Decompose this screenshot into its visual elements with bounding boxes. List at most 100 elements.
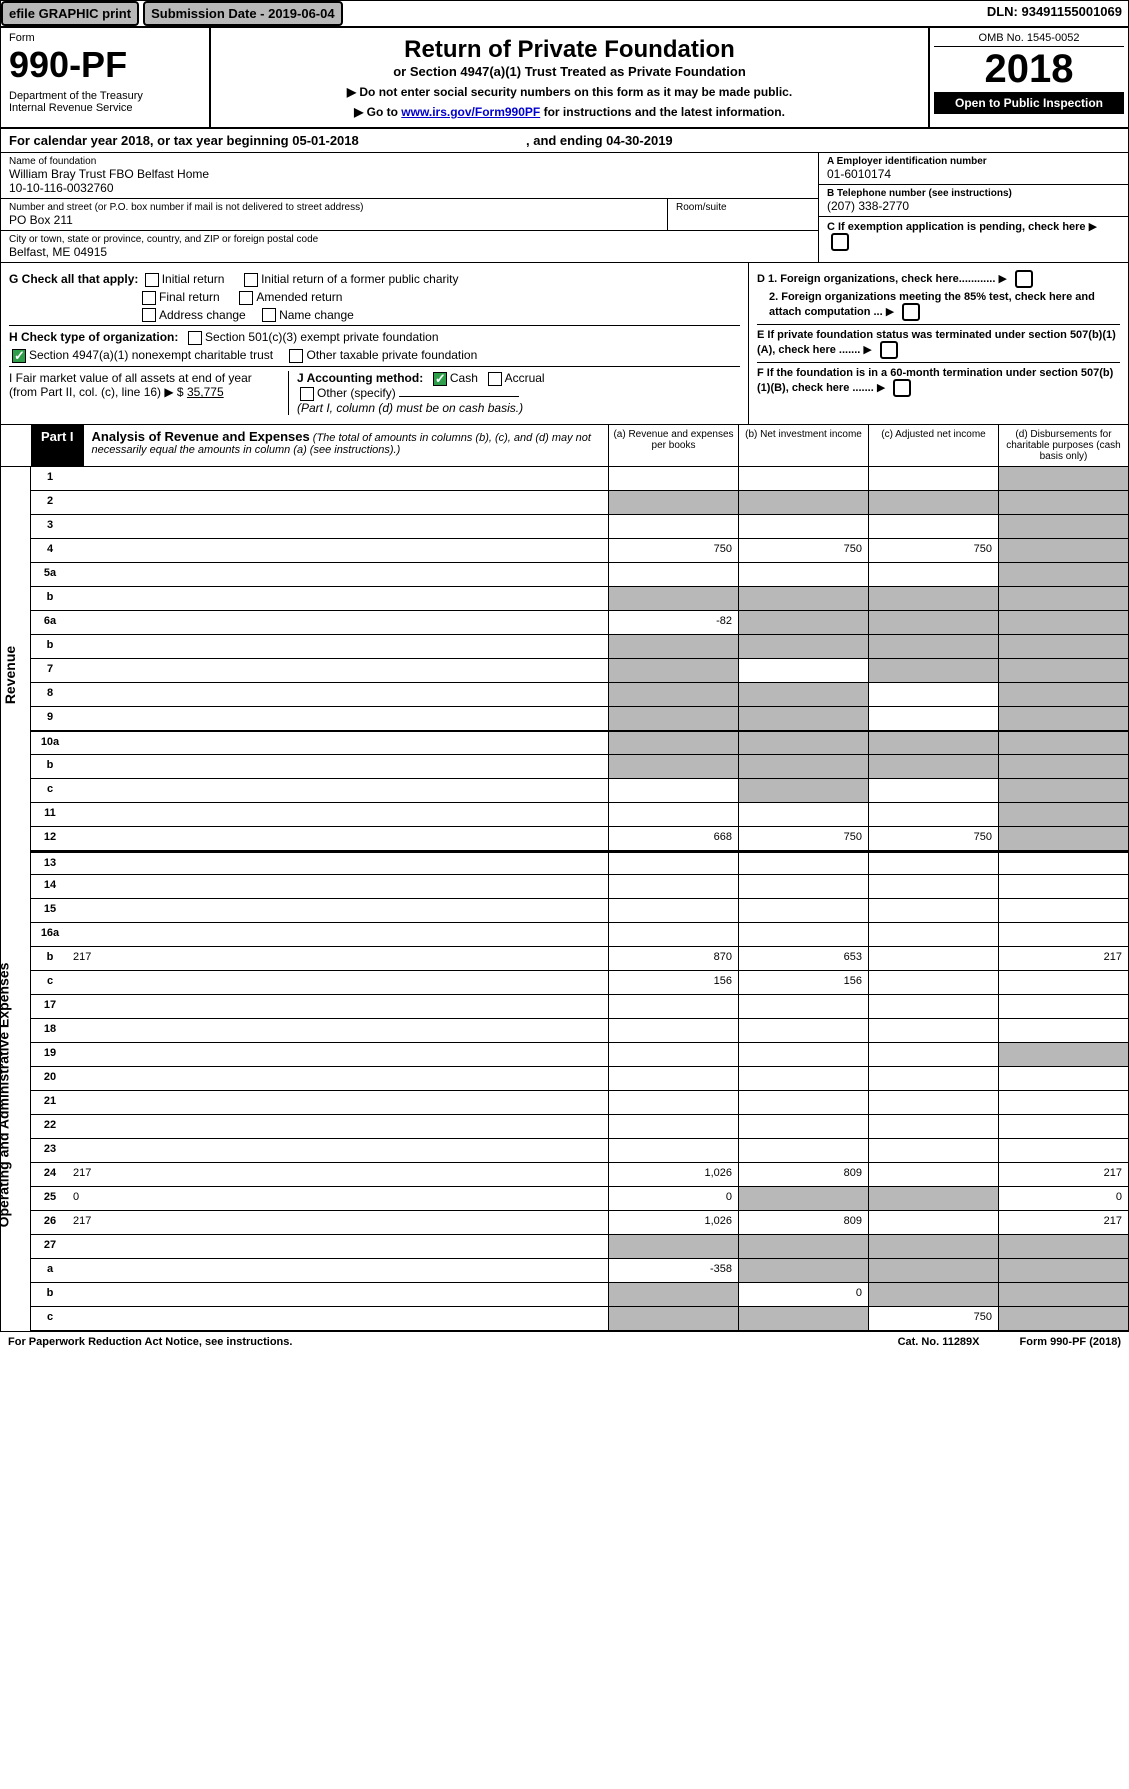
c-checkbox[interactable] bbox=[831, 233, 849, 251]
efile-button[interactable]: efile GRAPHIC print bbox=[1, 1, 139, 26]
h-501c3-checkbox[interactable] bbox=[188, 331, 202, 345]
cell-b bbox=[738, 995, 868, 1018]
g-initial-checkbox[interactable] bbox=[145, 273, 159, 287]
row-number: c bbox=[31, 971, 69, 994]
cell-d bbox=[998, 587, 1128, 610]
calrow-pre: For calendar year 2018, or tax year begi… bbox=[9, 133, 292, 148]
entity-block: Name of foundation William Bray Trust FB… bbox=[1, 153, 1128, 263]
cell-a bbox=[608, 875, 738, 898]
cell-b bbox=[738, 491, 868, 514]
cell-c bbox=[868, 1115, 998, 1138]
side-labels: Revenue Operating and Administrative Exp… bbox=[1, 467, 31, 1331]
row-number: 4 bbox=[31, 539, 69, 562]
open-to-public: Open to Public Inspection bbox=[934, 92, 1124, 114]
row-description bbox=[69, 1115, 608, 1138]
d2-line: 2. Foreign organizations meeting the 85%… bbox=[757, 291, 1120, 321]
cell-b bbox=[738, 683, 868, 706]
g-address-checkbox[interactable] bbox=[142, 308, 156, 322]
row-description bbox=[69, 467, 608, 490]
row-number: 13 bbox=[31, 853, 69, 874]
h-other-checkbox[interactable] bbox=[289, 349, 303, 363]
g-initial-former-checkbox[interactable] bbox=[244, 273, 258, 287]
row-description bbox=[69, 539, 608, 562]
part1-title-text: Analysis of Revenue and Expenses bbox=[92, 429, 310, 444]
row-description bbox=[69, 875, 608, 898]
cell-a bbox=[608, 1283, 738, 1306]
h-4947-checkbox[interactable] bbox=[12, 349, 26, 363]
cell-d bbox=[998, 875, 1128, 898]
cell-a bbox=[608, 923, 738, 946]
cell-d bbox=[998, 1091, 1128, 1114]
table-row: 1 bbox=[31, 467, 1128, 491]
cell-d bbox=[998, 467, 1128, 490]
cell-a bbox=[608, 1067, 738, 1090]
j-other-checkbox[interactable] bbox=[300, 387, 314, 401]
row-description bbox=[69, 1139, 608, 1162]
f-label: F If the foundation is in a 60-month ter… bbox=[757, 367, 1113, 394]
arrow-icon: ▶ bbox=[863, 343, 871, 356]
city-row: City or town, state or province, country… bbox=[1, 231, 818, 262]
row-number: 16a bbox=[31, 923, 69, 946]
cell-a bbox=[608, 467, 738, 490]
cell-b bbox=[738, 1019, 868, 1042]
table-row: b bbox=[31, 755, 1128, 779]
table-row: 12668750750 bbox=[31, 827, 1128, 851]
cell-c bbox=[868, 779, 998, 802]
row-description bbox=[69, 827, 608, 850]
table-row: 9 bbox=[31, 707, 1128, 731]
cell-b bbox=[738, 1043, 868, 1066]
g-amended-checkbox[interactable] bbox=[239, 291, 253, 305]
cell-d bbox=[998, 971, 1128, 994]
j-accrual-checkbox[interactable] bbox=[488, 372, 502, 386]
row-description: 217 bbox=[69, 1163, 608, 1186]
irs-link[interactable]: www.irs.gov/Form990PF bbox=[401, 105, 540, 119]
d2-checkbox[interactable] bbox=[902, 303, 920, 321]
cell-b bbox=[738, 803, 868, 826]
row-description bbox=[69, 587, 608, 610]
cell-d bbox=[998, 899, 1128, 922]
row-number: 24 bbox=[31, 1163, 69, 1186]
g-name-checkbox[interactable] bbox=[262, 308, 276, 322]
footer-right: Form 990-PF (2018) bbox=[1020, 1336, 1121, 1348]
cell-a: -358 bbox=[608, 1259, 738, 1282]
cell-b bbox=[738, 1067, 868, 1090]
cell-d bbox=[998, 803, 1128, 826]
row-number: 17 bbox=[31, 995, 69, 1018]
cell-a: 1,026 bbox=[608, 1211, 738, 1234]
table-row: c156156 bbox=[31, 971, 1128, 995]
cell-a bbox=[608, 732, 738, 754]
room-label: Room/suite bbox=[676, 202, 810, 213]
cell-d bbox=[998, 853, 1128, 874]
cell-b bbox=[738, 1091, 868, 1114]
d1-checkbox[interactable] bbox=[1015, 270, 1033, 288]
j-cash-checkbox[interactable] bbox=[433, 372, 447, 386]
cell-d bbox=[998, 491, 1128, 514]
row-description bbox=[69, 1259, 608, 1282]
calrow-begin: 05-01-2018 bbox=[292, 133, 359, 148]
cell-d: 0 bbox=[998, 1187, 1128, 1210]
c-row: C If exemption application is pending, c… bbox=[819, 217, 1128, 254]
row-number: 3 bbox=[31, 515, 69, 538]
g-final-checkbox[interactable] bbox=[142, 291, 156, 305]
cell-b bbox=[738, 515, 868, 538]
g-label: G Check all that apply: bbox=[9, 272, 138, 286]
row-description: 0 bbox=[69, 1187, 608, 1210]
cell-d bbox=[998, 539, 1128, 562]
row-description bbox=[69, 563, 608, 586]
main-table: Revenue Operating and Administrative Exp… bbox=[1, 467, 1128, 1331]
cell-b: 0 bbox=[738, 1283, 868, 1306]
row-description bbox=[69, 732, 608, 754]
h-label: H Check type of organization: bbox=[9, 330, 178, 344]
cell-a bbox=[608, 1307, 738, 1330]
row-description: 217 bbox=[69, 1211, 608, 1234]
cell-a bbox=[608, 803, 738, 826]
revenue-label: Revenue bbox=[2, 646, 18, 704]
name-label: Name of foundation bbox=[9, 156, 810, 167]
table-row: 23 bbox=[31, 1139, 1128, 1163]
cell-d bbox=[998, 563, 1128, 586]
e-checkbox[interactable] bbox=[880, 341, 898, 359]
f-checkbox[interactable] bbox=[893, 379, 911, 397]
form-page: efile GRAPHIC print Submission Date - 20… bbox=[0, 0, 1129, 1332]
tel-row: B Telephone number (see instructions) (2… bbox=[819, 185, 1128, 217]
arrow-icon: ▶ bbox=[886, 305, 894, 318]
